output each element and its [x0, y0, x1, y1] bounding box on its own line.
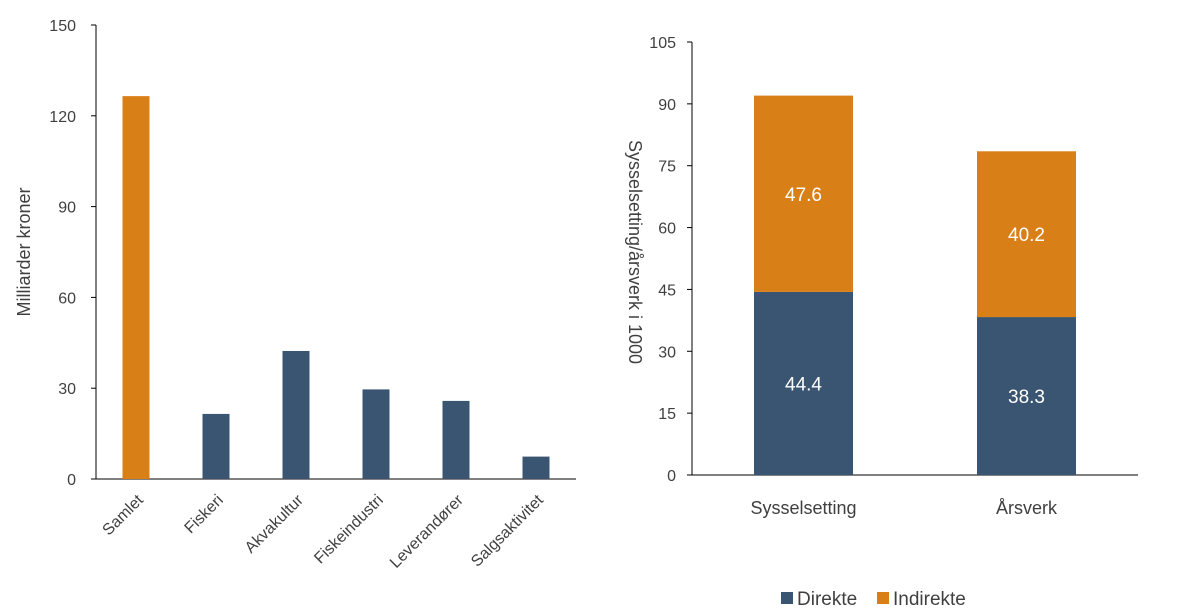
left-y-tick-label: 0: [67, 472, 76, 489]
bar-indirekte-arsverk: [977, 151, 1076, 318]
legend-swatch-indirekte: [877, 592, 889, 604]
left-y-tick-label: 150: [49, 18, 76, 35]
right-y-tick-label: 60: [658, 221, 676, 238]
left-x-tick-label: Samlet: [100, 491, 148, 539]
bar-leverandrer: [442, 400, 470, 479]
bar-direkte-sysselsetting: [754, 291, 853, 475]
right-y-tick-label: 0: [667, 468, 676, 485]
bar-direkte-arsverk: [977, 317, 1076, 475]
left-x-tick-label: Fiskeindustri: [311, 492, 387, 568]
legend-label-direkte: Direkte: [797, 589, 857, 610]
left-y-tick-label: 120: [49, 109, 76, 126]
right-stacked-bar-chart: Sysselsetting/årsverk i 1000 0 15 30 45 60 75…: [625, 35, 1138, 610]
right-y-tick-label: 30: [658, 344, 676, 361]
bar-samlet: [122, 96, 150, 480]
right-y-axis-label: Sysselsetting/årsverk i 1000: [625, 140, 645, 364]
right-y-tick-label: 45: [658, 282, 676, 299]
bar-indirekte-sysselsetting: [754, 95, 853, 292]
left-x-tick-label: Fiskeri: [181, 492, 226, 537]
left-bar-chart: Milliarder kroner 0 30 60 90 120 150 Samlet Fis…: [14, 18, 576, 572]
bar-salgsaktivitet: [522, 456, 550, 479]
data-label: 44.4: [785, 374, 822, 395]
right-x-tick-label: Årsverk: [996, 498, 1058, 518]
bar-fiskeri: [202, 413, 230, 479]
bar-fiskeindustri: [362, 389, 390, 479]
bar-akvakultur: [282, 350, 310, 479]
right-y-tick-label: 105: [649, 35, 676, 52]
left-y-tick-label: 30: [58, 381, 76, 398]
right-y-tick-label: 15: [658, 406, 676, 423]
right-y-tick-label: 90: [658, 97, 676, 114]
left-y-tick-label: 60: [58, 290, 76, 307]
left-x-tick-label: Salgsaktivitet: [468, 491, 547, 570]
right-y-tick-label: 75: [658, 159, 676, 176]
data-label: 47.6: [785, 185, 822, 206]
data-label: 38.3: [1008, 387, 1045, 408]
left-x-tick-label: Akvakultur: [242, 491, 307, 556]
legend-label-indirekte: Indirekte: [893, 589, 966, 610]
left-y-tick-label: 90: [58, 200, 76, 217]
left-x-tick-label: Leverandører: [387, 491, 467, 571]
data-label: 40.2: [1008, 225, 1045, 246]
left-y-axis-label: Milliarder kroner: [14, 187, 34, 316]
right-x-tick-label: Sysselsetting: [750, 498, 856, 518]
legend-swatch-direkte: [781, 592, 793, 604]
